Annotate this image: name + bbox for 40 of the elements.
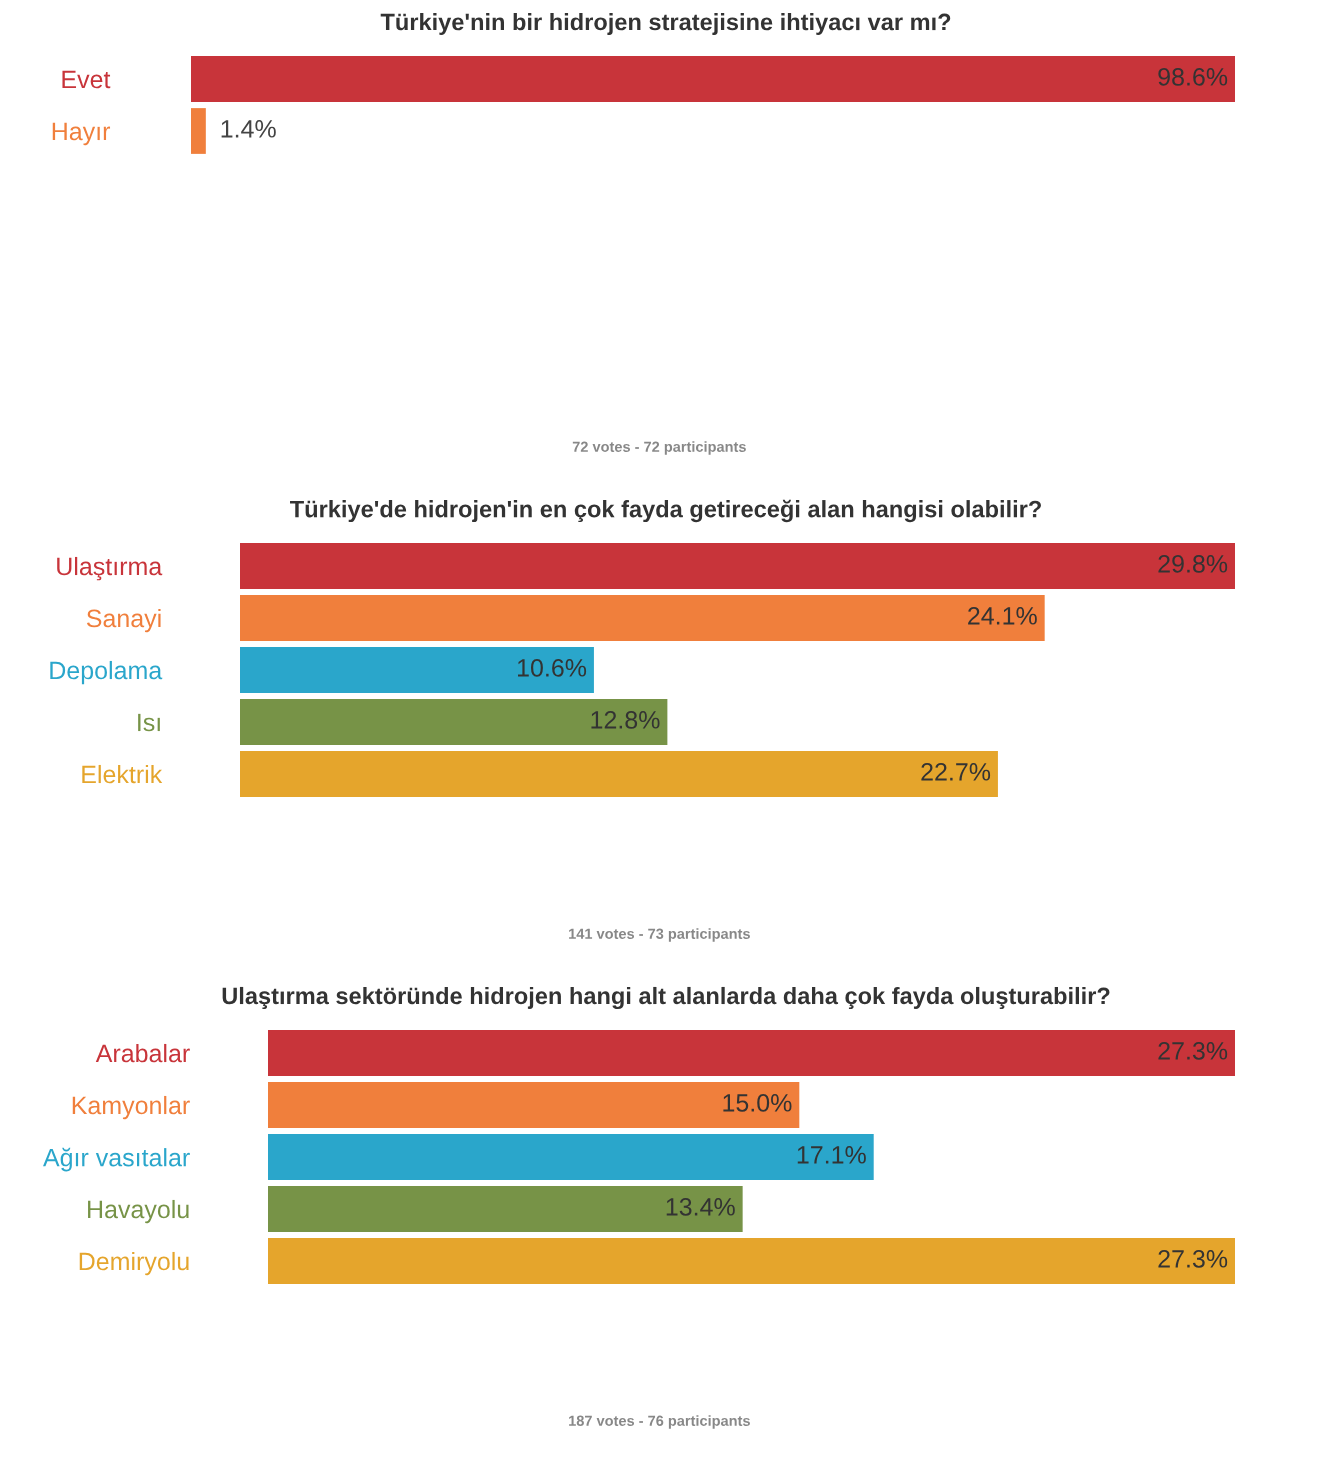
y-tick-label: Ağır vasıtalar: [43, 1147, 190, 1172]
y-tick-label: Evet: [62, 70, 111, 89]
y-tick-label: Ulaştırma: [57, 556, 163, 581]
text: 141 votes - 73 participants: [569, 928, 750, 942]
bar: [268, 1030, 1235, 1076]
bar: [268, 1186, 743, 1232]
data-label: 15.0%: [723, 1094, 792, 1112]
bar: [240, 543, 1235, 589]
data-label: 13.4%: [666, 1198, 735, 1216]
text: 72 votes - 72 participants: [572, 441, 746, 455]
y-tick-label: Arabalar: [95, 1043, 190, 1063]
data-label: 29.8%: [1158, 555, 1228, 573]
bar: [268, 1134, 874, 1180]
y-tick-label: Sanayi: [86, 608, 161, 633]
bar: [240, 699, 668, 745]
data-label: 98.6%: [1158, 68, 1228, 86]
bar: [268, 1238, 1235, 1284]
text: 187 votes - 76 participants: [569, 1415, 750, 1429]
chart-title: Türkiye'de hidrojen'in en çok fayda getireceği alan hangisi olabilir?: [290, 499, 1041, 523]
data-label: 1.4%: [221, 120, 276, 138]
y-tick-label: Havayolu: [88, 1199, 189, 1224]
data-label: 17.1%: [797, 1146, 866, 1164]
y-tick-label: Elektrik: [82, 764, 163, 784]
y-tick-label: Depolama: [50, 660, 163, 685]
y-tick-label: Kamyonlar: [72, 1095, 190, 1120]
data-label: 22.7%: [921, 763, 991, 781]
chart-title: Türkiye'nin bir hidrojen stratejisine ihtiyacı var mı?: [380, 13, 951, 35]
data-label: 10.6%: [518, 659, 587, 677]
bar: [268, 1082, 800, 1128]
bar: [240, 751, 998, 797]
y-tick-label: Isı: [138, 713, 160, 732]
data-label: 27.3%: [1158, 1250, 1228, 1268]
data-label: 27.3%: [1158, 1042, 1228, 1060]
y-tick-label: Demiryolu: [79, 1251, 189, 1276]
bar: [240, 647, 594, 693]
y-tick-label: Hayır: [52, 122, 111, 146]
data-label: 12.8%: [591, 711, 660, 729]
data-label: 24.1%: [968, 607, 1037, 625]
bar: [240, 595, 1045, 641]
chart-title: Ulaştırma sektöründe hidrojen hangi alt alanlarda daha çok fayda oluşturabilir?: [222, 986, 1110, 1010]
